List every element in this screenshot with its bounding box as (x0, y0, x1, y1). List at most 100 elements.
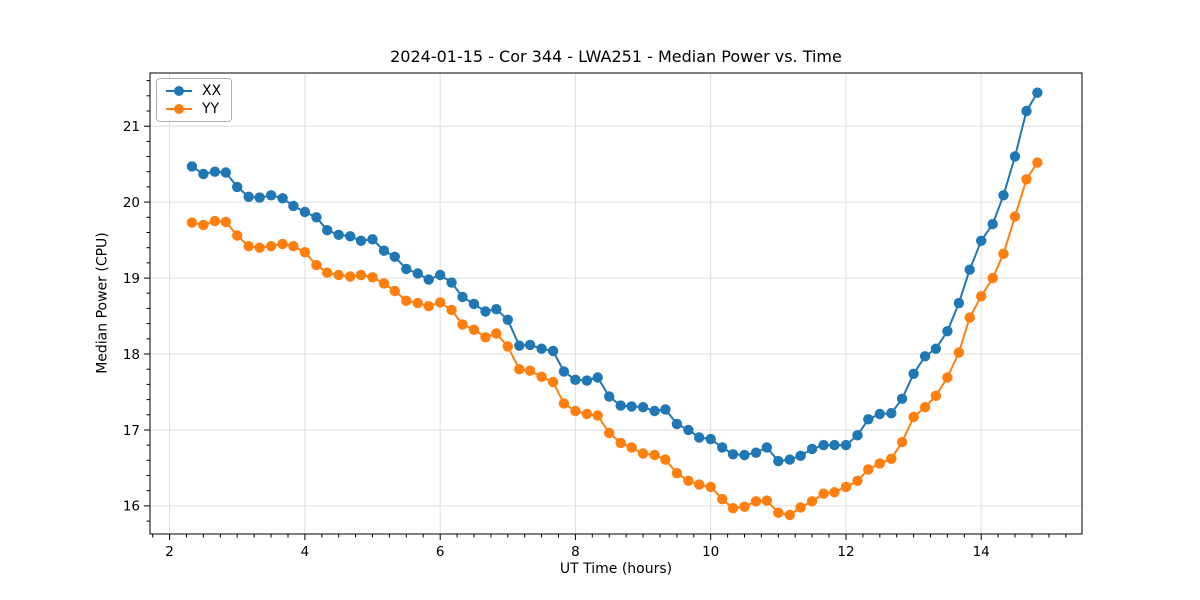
x-tick-label: 6 (436, 544, 445, 560)
data-point-YY (604, 427, 615, 439)
data-point-XX (401, 263, 412, 275)
data-point-XX (930, 343, 942, 354)
data-point-YY (896, 436, 908, 448)
data-point-YY (649, 449, 660, 461)
data-point-YY (964, 312, 975, 323)
data-point-YY (852, 475, 863, 486)
data-point-XX (378, 245, 390, 256)
data-point-XX (795, 450, 806, 461)
data-point-XX (491, 304, 502, 315)
data-point-YY (514, 364, 525, 375)
data-point-YY (818, 488, 829, 499)
data-point-YY (186, 217, 198, 228)
data-point-XX (919, 351, 931, 362)
data-point-XX (626, 401, 637, 412)
data-point-YY (355, 269, 367, 281)
axes-spines (149, 72, 1083, 535)
legend: XX YY (156, 78, 233, 122)
data-point-YY (254, 242, 265, 253)
data-point-XX (446, 277, 457, 288)
x-axis-title: UT Time (hours) (559, 561, 673, 577)
data-point-YY (311, 259, 322, 271)
y-axis-title: Median Power (CPU) (94, 232, 111, 374)
data-point-XX (502, 314, 513, 325)
data-point-XX (818, 439, 829, 451)
data-point-XX (615, 400, 626, 411)
x-tick-label: 8 (571, 544, 580, 560)
data-point-YY (502, 341, 513, 352)
data-point-XX (220, 167, 231, 178)
data-point-YY (694, 479, 705, 490)
legend-key-YY (166, 104, 192, 114)
data-point-YY (908, 411, 919, 423)
data-point-XX (209, 166, 221, 177)
data-point-XX (345, 231, 356, 242)
data-point-XX (942, 326, 953, 337)
y-tick-label: 18 (123, 347, 140, 363)
x-tick-label: 2 (165, 544, 174, 560)
x-tick-label: 12 (837, 544, 854, 560)
data-point-YY (401, 295, 412, 306)
data-point-XX (896, 393, 908, 404)
data-point-YY (468, 324, 480, 335)
data-point-XX (367, 234, 378, 245)
data-point-YY (717, 493, 728, 505)
data-point-XX (660, 404, 671, 415)
data-point-XX (299, 206, 311, 218)
data-point-XX (333, 229, 344, 240)
data-point-XX (592, 372, 603, 383)
data-point-YY (683, 475, 694, 486)
data-point-YY (874, 458, 885, 469)
y-tick-label: 20 (123, 195, 140, 211)
data-point-YY (739, 501, 750, 512)
data-point-YY (345, 271, 356, 282)
data-point-XX (761, 442, 772, 453)
data-point-YY (480, 332, 491, 343)
data-point-YY (547, 376, 559, 388)
x-tick-labels: 2 4 6 8 10 12 14 (165, 544, 989, 560)
data-point-XX (694, 432, 705, 443)
axis-ticks (144, 80, 1067, 540)
data-point-XX (604, 391, 615, 402)
data-point-YY (705, 481, 716, 493)
data-point-YY (930, 390, 942, 401)
data-point-XX (232, 181, 243, 193)
x-tick-label: 10 (702, 544, 719, 560)
data-point-XX (998, 190, 1009, 201)
data-point-XX (727, 449, 739, 460)
y-tick-labels: 16 17 18 19 20 21 (123, 119, 140, 515)
data-point-YY (942, 372, 953, 383)
data-point-XX (637, 402, 649, 413)
data-point-XX (705, 433, 716, 445)
data-point-XX (198, 168, 209, 180)
data-point-YY (412, 297, 423, 309)
data-point-XX (750, 447, 762, 458)
data-point-XX (243, 191, 254, 202)
data-point-XX (886, 408, 897, 419)
y-tick-label: 16 (123, 499, 140, 515)
data-point-YY (288, 241, 299, 252)
data-point-XX (717, 442, 728, 453)
data-point-YY (660, 454, 671, 465)
data-point-YY (727, 503, 739, 514)
data-point-YY (389, 285, 400, 297)
data-point-YY (435, 297, 446, 308)
legend-label-YY: YY (202, 101, 220, 117)
data-point-YY (220, 216, 231, 228)
data-point-YY (198, 219, 209, 231)
data-point-XX (987, 218, 998, 230)
data-point-YY (570, 405, 581, 417)
data-point-YY (446, 304, 457, 316)
data-point-XX (389, 251, 400, 262)
data-point-YY (1009, 211, 1021, 222)
series-XX (186, 87, 1043, 467)
data-point-YY (761, 495, 772, 506)
chart-title: 2024-01-15 - Cor 344 - LWA251 - Median P… (390, 47, 842, 66)
grid-lines (150, 73, 1082, 534)
data-point-XX (311, 212, 322, 223)
legend-label-XX: XX (202, 83, 222, 99)
data-point-YY (626, 442, 637, 453)
data-point-YY (953, 347, 965, 358)
data-point-XX (186, 161, 198, 172)
data-point-YY (750, 496, 762, 507)
